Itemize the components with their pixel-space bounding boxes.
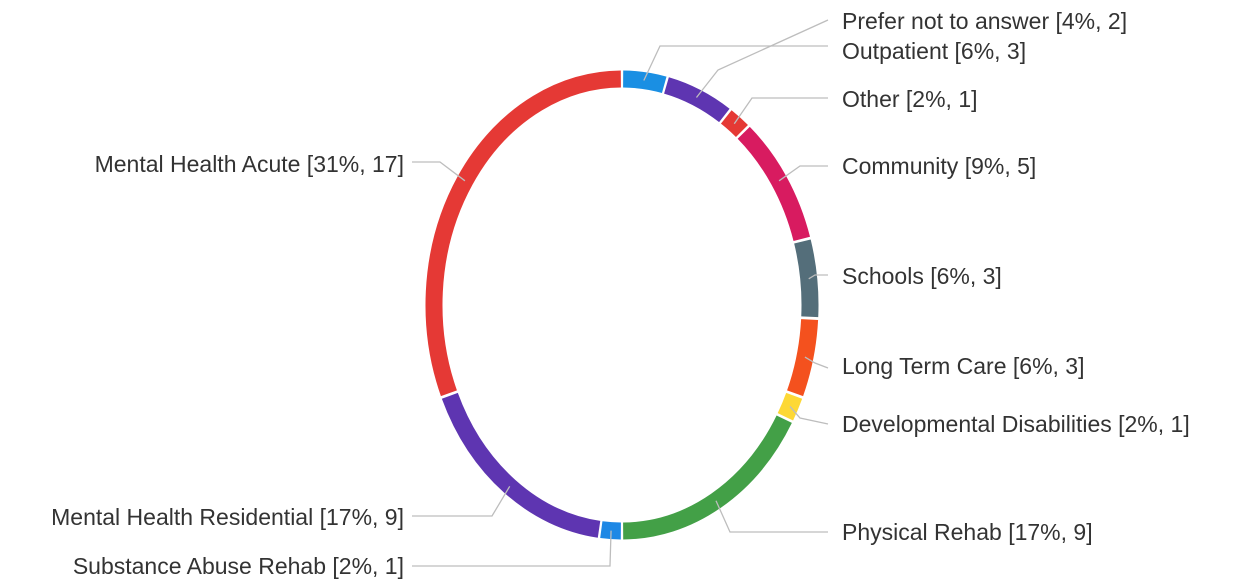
slice-label: Schools [6%, 3] <box>842 263 1002 289</box>
slice-physical-rehab <box>623 419 784 531</box>
leader-line <box>644 46 828 81</box>
slice-label: Prefer not to answer [4%, 2] <box>842 8 1127 34</box>
slice-label: Other [2%, 1] <box>842 86 978 112</box>
slice-label: Long Term Care [6%, 3] <box>842 353 1084 379</box>
slice-label: Developmental Disabilities [2%, 1] <box>842 411 1190 437</box>
slice-mental-health-residential <box>450 396 599 530</box>
leader-line <box>696 20 828 97</box>
slice-schools <box>802 242 810 317</box>
leader-line <box>412 531 611 566</box>
slice-label: Substance Abuse Rehab [2%, 1] <box>73 553 404 579</box>
slice-outpatient <box>666 85 724 115</box>
slice-labels: Prefer not to answer [4%, 2] Outpatient [… <box>51 8 1190 579</box>
ring-segments <box>434 79 810 531</box>
slice-developmental-disabilities <box>785 396 794 417</box>
leader-line <box>716 501 828 532</box>
slice-other <box>726 117 742 131</box>
slice-label: Outpatient [6%, 3] <box>842 38 1026 64</box>
slice-label: Mental Health Acute [31%, 17] <box>95 151 404 177</box>
slice-label: Physical Rehab [17%, 9] <box>842 519 1093 545</box>
slice-long-term-care <box>795 320 810 394</box>
leader-line <box>734 98 828 124</box>
slice-mental-health-acute <box>434 79 621 393</box>
slice-community <box>744 133 802 239</box>
leader-line <box>412 486 510 516</box>
leader-lines <box>412 20 828 566</box>
slice-label: Mental Health Residential [17%, 9] <box>51 504 404 530</box>
slice-label: Community [9%, 5] <box>842 153 1036 179</box>
